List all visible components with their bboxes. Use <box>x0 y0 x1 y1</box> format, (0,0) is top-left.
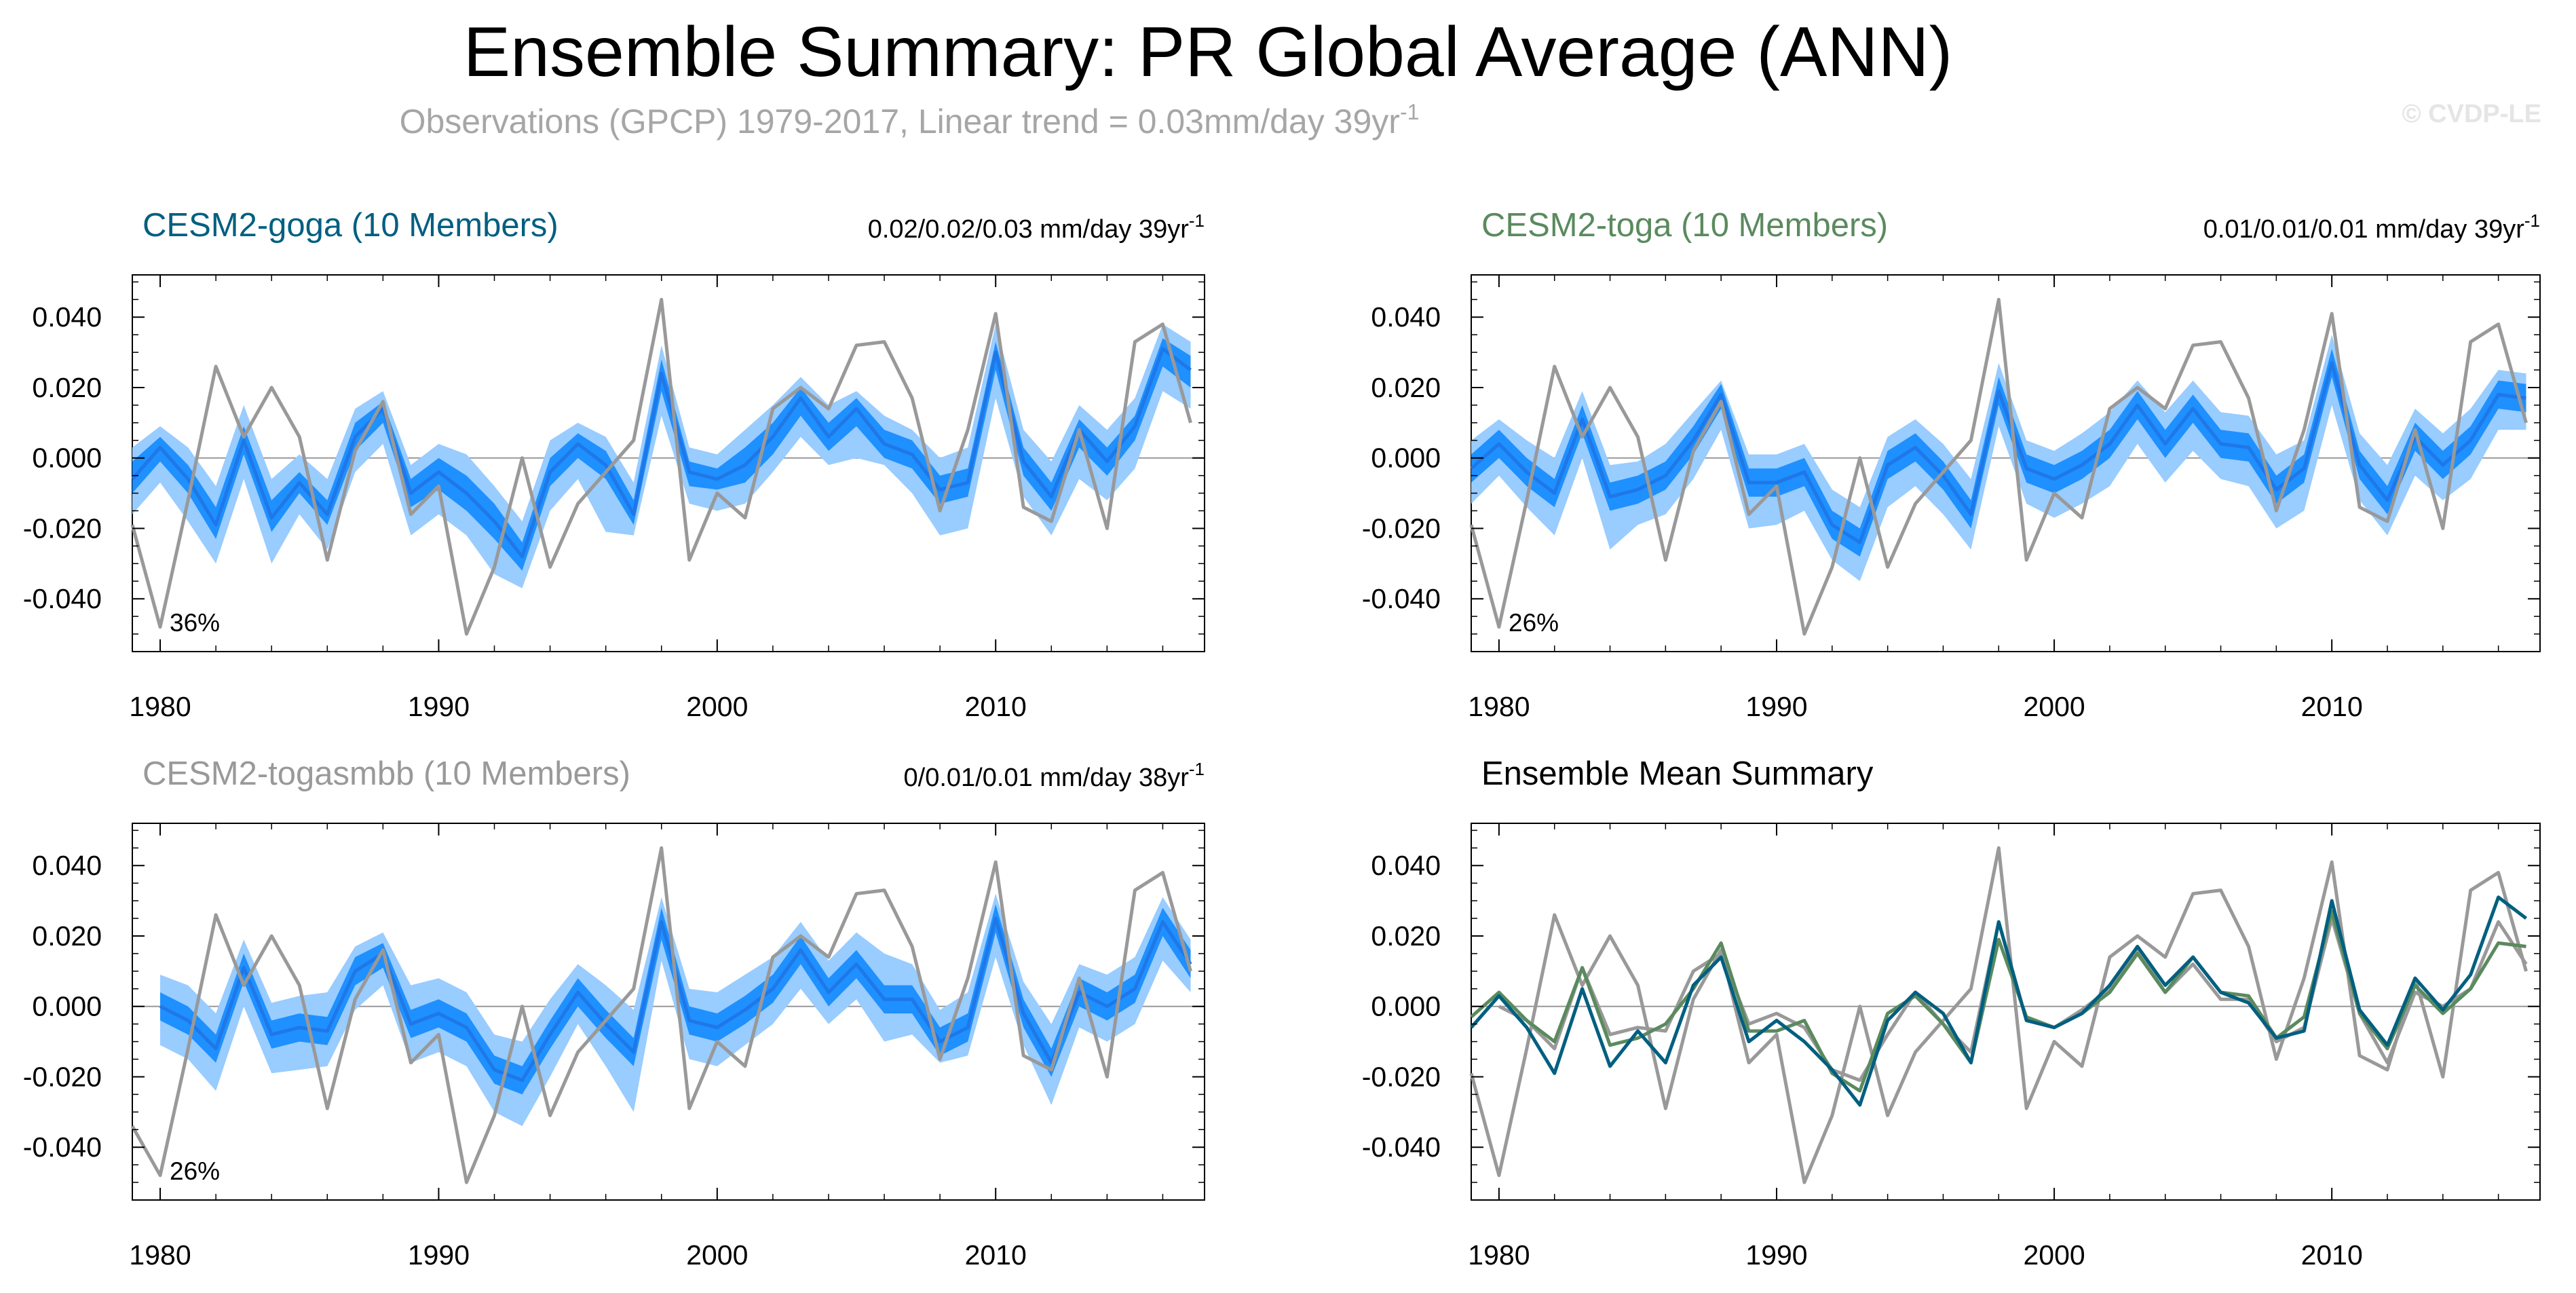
panels-group: CESM2-goga (10 Members) 0.02/0.02/0.03 mm… <box>23 207 2541 1271</box>
y-tick-label: 0.020 <box>32 372 102 403</box>
subtitle-main-text: Observations (GPCP) 1979-2017, Linear tr… <box>400 102 1400 140</box>
y-tick-label: 0.000 <box>32 443 102 474</box>
spread-band-10-90 <box>160 893 1191 1127</box>
y-tick-label: 0.040 <box>1371 301 1441 333</box>
y-tick-label: -0.020 <box>23 1061 102 1092</box>
x-tick-label: 2000 <box>2023 1239 2085 1271</box>
observed-line <box>1469 297 2528 636</box>
y-tick-label: -0.020 <box>23 512 102 544</box>
x-tick-label: 2000 <box>2023 691 2085 722</box>
figure-title: Ensemble Summary: PR Global Average (ANN… <box>463 13 1952 92</box>
x-tick-label: 2010 <box>965 1239 1027 1271</box>
panel-title-togasmbb: CESM2-togasmbb (10 Members) <box>143 755 630 792</box>
y-tick-label: 0.020 <box>32 920 102 952</box>
trend-text: 0.02/0.02/0.03 mm/day 39yr <box>868 215 1190 244</box>
panel-summary: Ensemble Mean Summary 0.040 0.020 0.000 -0.0… <box>1362 755 2541 1271</box>
subtitle-superscript: -1 <box>1400 100 1419 124</box>
y-tick-label: 0.000 <box>1371 991 1441 1022</box>
trend-text: 0.01/0.01/0.01 mm/day 39yr <box>2203 215 2525 244</box>
y-tick-label: -0.040 <box>1362 583 1441 614</box>
credit-watermark: © CVDP-LE <box>2402 100 2541 128</box>
y-tick-label: -0.040 <box>1362 1131 1441 1163</box>
x-tick-label: 1980 <box>1468 691 1530 722</box>
trend-label-toga: 0.01/0.01/0.01 mm/day 39yr-1 <box>2203 210 2540 244</box>
y-tick-label: -0.020 <box>1362 1061 1441 1092</box>
plot-frame-summary <box>1471 823 2541 1201</box>
ensemble-mean-line <box>131 347 1192 559</box>
plot-frame-togasmbb <box>132 823 1205 1201</box>
x-tick-label: 1990 <box>408 1239 470 1271</box>
x-tick-label: 2000 <box>686 1239 748 1271</box>
panel-goga: CESM2-goga (10 Members) 0.02/0.02/0.03 mm… <box>23 207 1205 722</box>
y-tick-label: 0.000 <box>1371 443 1441 474</box>
trend-superscript: -1 <box>1189 759 1205 779</box>
observed-line <box>130 297 1192 636</box>
panel-title-goga: CESM2-goga (10 Members) <box>143 207 558 244</box>
panel-title-summary: Ensemble Mean Summary <box>1481 755 1874 792</box>
x-tick-label: 2010 <box>2301 1239 2363 1271</box>
x-tick-label: 1990 <box>1745 1239 1807 1271</box>
trend-label-goga: 0.02/0.02/0.03 mm/day 39yr-1 <box>868 210 1205 244</box>
trend-label-togasmbb: 0/0.01/0.01 mm/day 38yr-1 <box>904 759 1205 792</box>
x-tick-label: 1980 <box>129 1239 191 1271</box>
x-tick-label: 2000 <box>686 691 748 722</box>
summary-series-toga <box>1470 910 2526 1093</box>
y-tick-label: 0.040 <box>1371 850 1441 881</box>
x-tick-label: 2010 <box>2301 691 2363 722</box>
x-tick-label: 1990 <box>408 691 470 722</box>
trend-superscript: -1 <box>1189 210 1205 231</box>
y-tick-label: -0.040 <box>23 583 102 614</box>
percent-label: 36% <box>170 609 220 637</box>
y-tick-label: 0.020 <box>1371 372 1441 403</box>
percent-label: 26% <box>170 1157 220 1185</box>
y-tick-label: 0.020 <box>1371 920 1441 952</box>
y-tick-label: -0.040 <box>23 1131 102 1163</box>
panel-toga: CESM2-toga (10 Members) 0.01/0.01/0.01 mm… <box>1362 207 2541 722</box>
summary-series-obs <box>1469 846 2528 1184</box>
summary-series-goga <box>1470 895 2528 1107</box>
x-tick-label: 1980 <box>1468 1239 1530 1271</box>
y-tick-label: 0.040 <box>32 301 102 333</box>
y-tick-label: 0.000 <box>32 991 102 1022</box>
observed-line <box>130 846 1192 1184</box>
figure-subtitle: Observations (GPCP) 1979-2017, Linear tr… <box>400 100 1420 140</box>
trend-superscript: -1 <box>2524 210 2540 231</box>
x-tick-label: 1980 <box>129 691 191 722</box>
trend-text: 0/0.01/0.01 mm/day 38yr <box>904 764 1190 792</box>
y-tick-label: 0.040 <box>32 850 102 881</box>
x-tick-label: 1990 <box>1745 691 1807 722</box>
spread-band-25-75 <box>132 338 1191 571</box>
percent-label: 26% <box>1509 609 1559 637</box>
x-tick-label: 2010 <box>965 691 1027 722</box>
y-tick-label: -0.020 <box>1362 512 1441 544</box>
panel-title-toga: CESM2-toga (10 Members) <box>1481 207 1888 244</box>
panel-togasmbb: CESM2-togasmbb (10 Members) 0/0.01/0.01 m… <box>23 755 1205 1271</box>
